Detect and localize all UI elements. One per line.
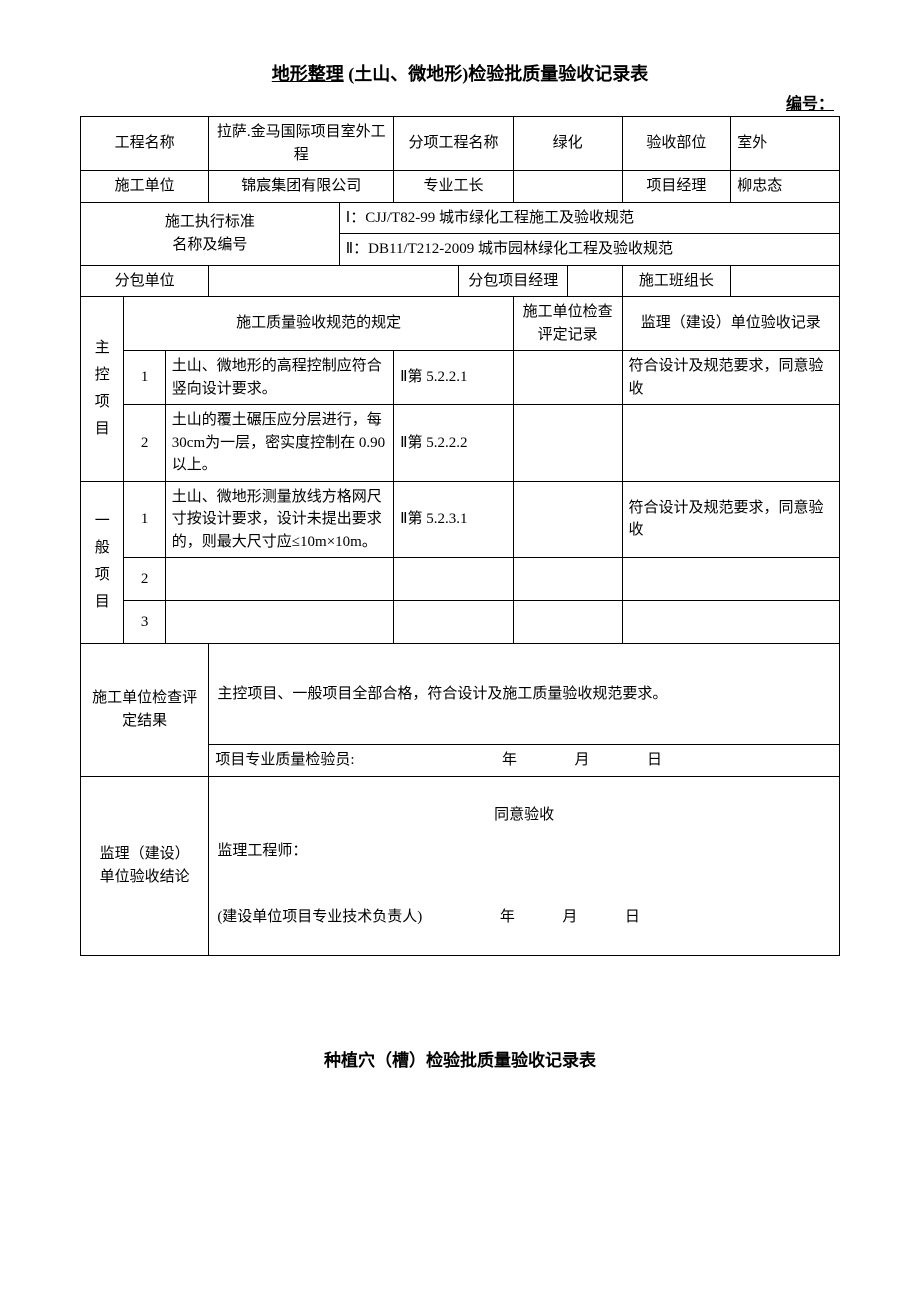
lbl-contractor: 施工单位 — [81, 171, 209, 203]
g3-chk — [513, 601, 622, 644]
supervisor-sign2-row: (建设单位项目专业技术负责人) 年 月 日 — [217, 899, 831, 935]
g1-desc: 土山、微地形测量放线方格网尺寸按设计要求，设计未提出要求的，则最大尺寸应≤10m… — [165, 481, 393, 558]
val-sub-unit — [209, 265, 459, 297]
lbl-subitem: 分项工程名称 — [394, 117, 514, 171]
row-general-3: 3 — [81, 601, 840, 644]
date-m2: 月 — [562, 909, 577, 925]
group-general: 一般项目 — [81, 481, 124, 644]
doc-title-2: 种植穴（槽）检验批质量验收记录表 — [80, 1046, 840, 1071]
supervisor-result-cell: 同意验收 监理工程师： (建设单位项目专业技术负责人) 年 月 日 — [209, 776, 840, 955]
m1-no: 1 — [124, 351, 165, 405]
m1-ref: Ⅱ第 5.2.2.1 — [394, 351, 514, 405]
lbl-standards: 施工执行标准 名称及编号 — [81, 202, 340, 265]
col-spec: 施工质量验收规范的规定 — [124, 297, 513, 351]
contractor-sign-row: 项目专业质量检验员: 年 月 日 — [209, 745, 840, 777]
inspection-table: 工程名称 拉萨.金马国际项目室外工程 分项工程名称 绿化 验收部位 室外 施工单… — [80, 116, 840, 956]
lbl-foreman: 专业工长 — [394, 171, 514, 203]
m1-chk — [513, 351, 622, 405]
g1-ref: Ⅱ第 5.2.3.1 — [394, 481, 514, 558]
title-prefix: 地形整理 — [272, 64, 344, 84]
lbl-contractor-result: 施工单位检查评定结果 — [81, 644, 209, 777]
col-supervisor-check: 监理（建设）单位验收记录 — [622, 297, 840, 351]
lbl-accept-part: 验收部位 — [622, 117, 731, 171]
lbl-sub-pm: 分包项目经理 — [459, 265, 568, 297]
sup-lbl-2: 单位验收结论 — [87, 866, 202, 889]
date-y2: 年 — [500, 909, 515, 925]
lbl-team: 施工班组长 — [622, 265, 731, 297]
g2-no: 2 — [124, 558, 165, 601]
row-main-1: 1 土山、微地形的高程控制应符合竖向设计要求。 Ⅱ第 5.2.2.1 符合设计及… — [81, 351, 840, 405]
val-contractor: 锦宸集团有限公司 — [209, 171, 394, 203]
lbl-std-line2: 名称及编号 — [87, 234, 333, 257]
g1-chk — [513, 481, 622, 558]
m2-chk — [513, 405, 622, 482]
supervisor-sign2: (建设单位项目专业技术负责人) — [217, 909, 422, 925]
lbl-project-name: 工程名称 — [81, 117, 209, 171]
sup-lbl-1: 监理（建设） — [87, 843, 202, 866]
val-project-name: 拉萨.金马国际项目室外工程 — [209, 117, 394, 171]
doc-title: 地形整理 (土山、微地形)检验批质量验收记录表 — [80, 60, 840, 86]
doc-number-label: 编号： — [80, 90, 840, 114]
val-std1: Ⅰ：CJJ/T82-99 城市绿化工程施工及验收规范 — [339, 202, 839, 234]
val-subitem: 绿化 — [513, 117, 622, 171]
row-general-1: 一般项目 1 土山、微地形测量放线方格网尺寸按设计要求，设计未提出要求的，则最大… — [81, 481, 840, 558]
group-main: 主控项目 — [81, 297, 124, 482]
val-std2: Ⅱ：DB11/T212-2009 城市园林绿化工程及验收规范 — [339, 234, 839, 266]
lbl-supervisor-result: 监理（建设） 单位验收结论 — [81, 776, 209, 955]
m2-sup — [622, 405, 840, 482]
row-main-2: 2 土山的覆土碾压应分层进行，每30cm为一层，密实度控制在 0.90 以上。 … — [81, 405, 840, 482]
val-sub-pm — [568, 265, 622, 297]
supervisor-txt: 同意验收 — [217, 797, 831, 833]
lbl-pm: 项目经理 — [622, 171, 731, 203]
g1-sup: 符合设计及规范要求，同意验收 — [622, 481, 840, 558]
m2-no: 2 — [124, 405, 165, 482]
m1-sup: 符合设计及规范要求，同意验收 — [622, 351, 840, 405]
lbl-std-line1: 施工执行标准 — [87, 211, 333, 234]
m1-desc: 土山、微地形的高程控制应符合竖向设计要求。 — [165, 351, 393, 405]
date-m: 月 — [575, 752, 590, 768]
date-d: 日 — [647, 752, 662, 768]
contractor-result-line: 主控项目、一般项目全部合格，符合设计及施工质量验收规范要求。 — [217, 676, 831, 712]
g2-desc — [165, 558, 393, 601]
row-general-2: 2 — [81, 558, 840, 601]
col-contractor-check: 施工单位检查评定记录 — [513, 297, 622, 351]
g2-sup — [622, 558, 840, 601]
lbl-sub-unit: 分包单位 — [81, 265, 209, 297]
g1-no: 1 — [124, 481, 165, 558]
val-accept-part: 室外 — [731, 117, 840, 171]
g3-ref — [394, 601, 514, 644]
val-pm: 柳忠态 — [731, 171, 840, 203]
val-foreman — [513, 171, 622, 203]
date-d2: 日 — [625, 909, 640, 925]
supervisor-sign1: 监理工程师： — [217, 833, 831, 869]
g2-chk — [513, 558, 622, 601]
g3-no: 3 — [124, 601, 165, 644]
contractor-sign-label: 项目专业质量检验员: — [215, 752, 354, 768]
m2-ref: Ⅱ第 5.2.2.2 — [394, 405, 514, 482]
g3-sup — [622, 601, 840, 644]
g2-ref — [394, 558, 514, 601]
m2-desc: 土山的覆土碾压应分层进行，每30cm为一层，密实度控制在 0.90 以上。 — [165, 405, 393, 482]
title-suffix: (土山、微地形)检验批质量验收记录表 — [344, 64, 649, 84]
val-team — [731, 265, 840, 297]
contractor-result-text: 主控项目、一般项目全部合格，符合设计及施工质量验收规范要求。 — [209, 644, 840, 745]
g3-desc — [165, 601, 393, 644]
date-y: 年 — [502, 752, 517, 768]
